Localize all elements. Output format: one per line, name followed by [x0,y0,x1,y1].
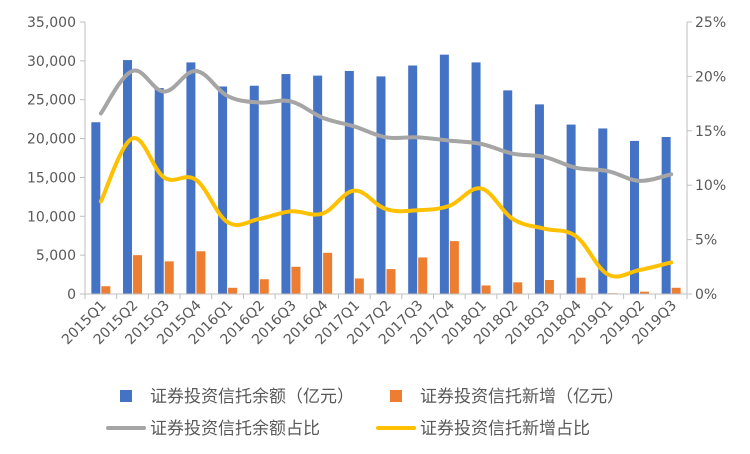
bar-series-1-2019Q3 [671,287,681,294]
y-right-tick-label: 10% [695,178,726,194]
bar-series-0-2019Q1 [598,128,608,294]
bar-series-0-2018Q2 [503,90,513,294]
line-series-2 [98,68,674,183]
y-left-tick-label: 0 [67,287,76,303]
y-left-tick-label: 25,000 [27,93,76,109]
y-right-tick-label: 15% [695,124,726,140]
bar-series-0-2018Q1 [471,62,481,294]
bar-series-1-2018Q3 [544,280,554,294]
bar-series-0-2018Q4 [566,124,576,294]
bar-series-0-2017Q2 [376,76,386,295]
y-left-tick-label: 20,000 [27,132,76,148]
bar-series-0-2015Q2 [123,60,133,294]
bar-series-1-2015Q1 [101,286,111,294]
y-left-tick-label: 35,000 [27,15,76,31]
bar-series-1-2016Q2 [259,279,269,294]
legend-swatch-1 [390,390,402,402]
bar-series-1-2015Q4 [196,251,206,294]
y-left-tick-label: 5,000 [36,248,76,264]
legend-label-1: 证券投资信托新增（亿元） [420,387,624,407]
bar-series-1-2018Q1 [481,285,491,294]
bar-series-0-2015Q1 [91,122,101,294]
bar-series-1-2017Q3 [418,257,428,294]
bar-series-1-2016Q4 [323,252,333,294]
lines-layer [98,68,674,279]
bar-series-0-2016Q3 [281,74,291,294]
bar-series-0-2019Q2 [629,140,639,294]
y-right-tick-label: 20% [695,69,726,85]
bar-series-0-2017Q1 [344,70,354,295]
bar-series-0-2015Q3 [154,88,164,294]
bar-series-1-2018Q2 [513,282,523,294]
bar-series-1-2015Q3 [164,261,174,294]
y-right-tick-label: 25% [695,15,726,31]
bar-series-1-2017Q1 [354,278,364,294]
bar-series-1-2015Q2 [133,255,143,294]
bar-series-0-2019Q3 [661,137,671,294]
bar-series-1-2018Q4 [576,277,586,294]
y-left-tick-label: 30,000 [27,54,76,70]
y-left-tick-label: 15,000 [27,170,76,186]
bar-series-1-2017Q2 [386,269,396,294]
bar-series-0-2016Q1 [218,86,228,294]
legend-swatch-0 [120,390,132,402]
legend: 证券投资信托余额（亿元） 证券投资信托新增（亿元） 证券投资信托余额占比 证券投资信托… [106,387,624,439]
bar-series-1-2016Q3 [291,266,301,294]
y-left-tick-label: 10,000 [27,209,76,225]
legend-label-0: 证券投资信托余额（亿元） [150,387,354,407]
bar-series-1-2019Q2 [639,291,649,294]
legend-label-3: 证券投资信托新增占比 [420,419,590,439]
bar-series-0-2017Q3 [408,65,418,295]
y-right-tick-label: 0% [695,287,717,303]
bar-series-0-2016Q4 [313,75,323,294]
bar-series-0-2016Q2 [249,85,259,295]
bar-series-0-2017Q4 [439,54,449,294]
bar-series-0-2018Q3 [534,104,544,295]
y-right-tick-label: 5% [695,233,717,249]
line-series-3 [98,136,674,279]
bar-series-1-2016Q1 [228,287,238,294]
bar-series-1-2017Q4 [449,241,459,294]
legend-label-2: 证券投资信托余额占比 [150,419,320,439]
